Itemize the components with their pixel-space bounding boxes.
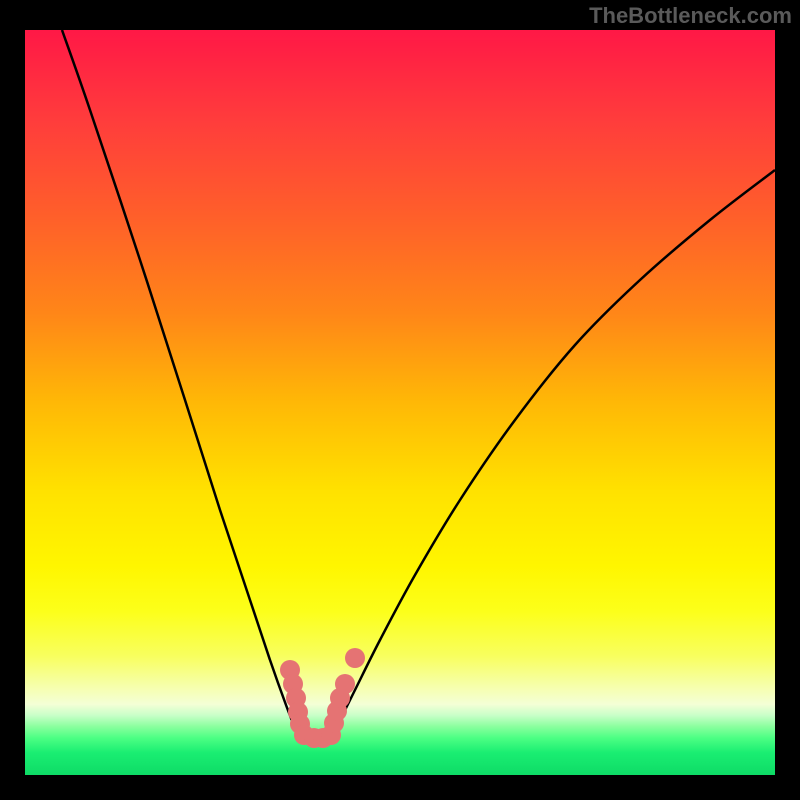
plot-background <box>25 30 775 775</box>
watermark: TheBottleneck.com <box>589 3 792 29</box>
chart-container: TheBottleneck.com <box>0 0 800 800</box>
bottleneck-chart <box>0 0 800 800</box>
data-marker <box>345 648 365 668</box>
data-marker <box>335 674 355 694</box>
